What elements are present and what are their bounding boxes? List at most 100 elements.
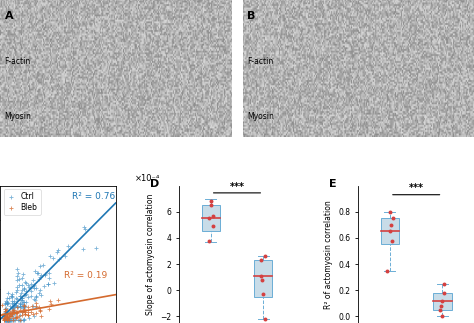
- Ctrl: [16, 293, 23, 298]
- Bleb: [22, 310, 29, 315]
- Ctrl: [49, 255, 57, 260]
- Ctrl: [18, 302, 26, 307]
- Bleb: [37, 313, 45, 318]
- Ctrl: [6, 303, 14, 308]
- Ctrl: [46, 254, 54, 259]
- Ctrl: [13, 305, 20, 310]
- Bleb: [2, 315, 10, 320]
- Bleb: [18, 309, 26, 315]
- Ctrl: [14, 277, 21, 282]
- Ctrl: [6, 317, 14, 322]
- Bleb: [19, 308, 27, 313]
- Ctrl: [18, 287, 26, 293]
- Ctrl: [3, 317, 11, 322]
- Ctrl: [11, 311, 19, 316]
- Bleb: [21, 306, 28, 311]
- Ctrl: [8, 295, 16, 300]
- Text: ***: ***: [409, 183, 424, 193]
- Ctrl: [3, 295, 10, 300]
- Ctrl: [19, 305, 27, 310]
- Point: [261, 317, 269, 322]
- Ctrl: [10, 304, 18, 309]
- Ctrl: [1, 316, 9, 321]
- Y-axis label: R² of actomyosin correlation: R² of actomyosin correlation: [324, 200, 333, 309]
- Point: [383, 268, 391, 273]
- Ctrl: [7, 317, 14, 322]
- Ctrl: [8, 317, 16, 322]
- Ctrl: [13, 273, 20, 278]
- Ctrl: [6, 317, 14, 322]
- Ctrl: [5, 317, 12, 322]
- Point: [437, 303, 445, 308]
- Point: [209, 224, 217, 229]
- Ctrl: [36, 287, 44, 293]
- Ctrl: [5, 317, 12, 322]
- Ctrl: [9, 306, 17, 311]
- Ctrl: [30, 282, 37, 287]
- Ctrl: [92, 245, 100, 250]
- Ctrl: [20, 317, 28, 322]
- Bleb: [0, 317, 8, 322]
- Ctrl: [26, 284, 33, 289]
- Ctrl: [34, 271, 41, 276]
- Ctrl: [31, 297, 38, 302]
- Point: [389, 216, 397, 221]
- Ctrl: [1, 310, 9, 315]
- Text: R² = 0.76: R² = 0.76: [72, 193, 115, 202]
- Bleb: [46, 298, 54, 304]
- Ctrl: [2, 317, 9, 322]
- Ctrl: [3, 317, 10, 322]
- Ctrl: [9, 309, 17, 315]
- Point: [388, 222, 395, 227]
- Point: [205, 216, 213, 221]
- Bleb: [29, 311, 37, 317]
- Ctrl: [18, 295, 26, 300]
- Ctrl: [53, 250, 60, 255]
- Point: [257, 273, 265, 278]
- Bleb: [24, 312, 32, 318]
- Ctrl: [24, 282, 32, 287]
- Ctrl: [5, 311, 13, 317]
- Ctrl: [22, 288, 29, 294]
- Bleb: [2, 308, 10, 314]
- Ctrl: [7, 317, 14, 322]
- Ctrl: [34, 271, 42, 276]
- Point: [386, 209, 394, 214]
- Bleb: [45, 307, 53, 312]
- Point: [257, 257, 264, 263]
- Ctrl: [51, 280, 58, 286]
- Ctrl: [8, 312, 16, 318]
- Bleb: [10, 310, 18, 315]
- Ctrl: [11, 315, 18, 320]
- Ctrl: [4, 317, 12, 322]
- Bleb: [1, 306, 9, 311]
- Ctrl: [81, 227, 89, 232]
- Ctrl: [17, 302, 24, 307]
- Ctrl: [40, 284, 48, 289]
- Ctrl: [36, 290, 43, 296]
- Bleb: [3, 307, 10, 313]
- Ctrl: [37, 272, 45, 277]
- Bleb: [1, 310, 9, 316]
- Ctrl: [16, 303, 24, 308]
- Ctrl: [20, 299, 28, 305]
- Point: [210, 213, 217, 218]
- Ctrl: [11, 303, 18, 308]
- Ctrl: [9, 305, 16, 310]
- Bleb: [54, 297, 62, 303]
- Ctrl: [33, 294, 40, 299]
- Bleb: [3, 314, 11, 319]
- Ctrl: [32, 285, 39, 290]
- Ctrl: [29, 278, 37, 283]
- Ctrl: [2, 309, 9, 314]
- Bleb: [33, 300, 40, 306]
- Ctrl: [12, 301, 20, 306]
- Ctrl: [5, 317, 12, 322]
- Bleb: [28, 304, 36, 309]
- Bleb: [24, 312, 31, 318]
- Ctrl: [45, 282, 52, 287]
- Bleb: [12, 314, 19, 319]
- Ctrl: [18, 282, 26, 287]
- Text: E: E: [329, 179, 337, 189]
- Bleb: [8, 311, 16, 317]
